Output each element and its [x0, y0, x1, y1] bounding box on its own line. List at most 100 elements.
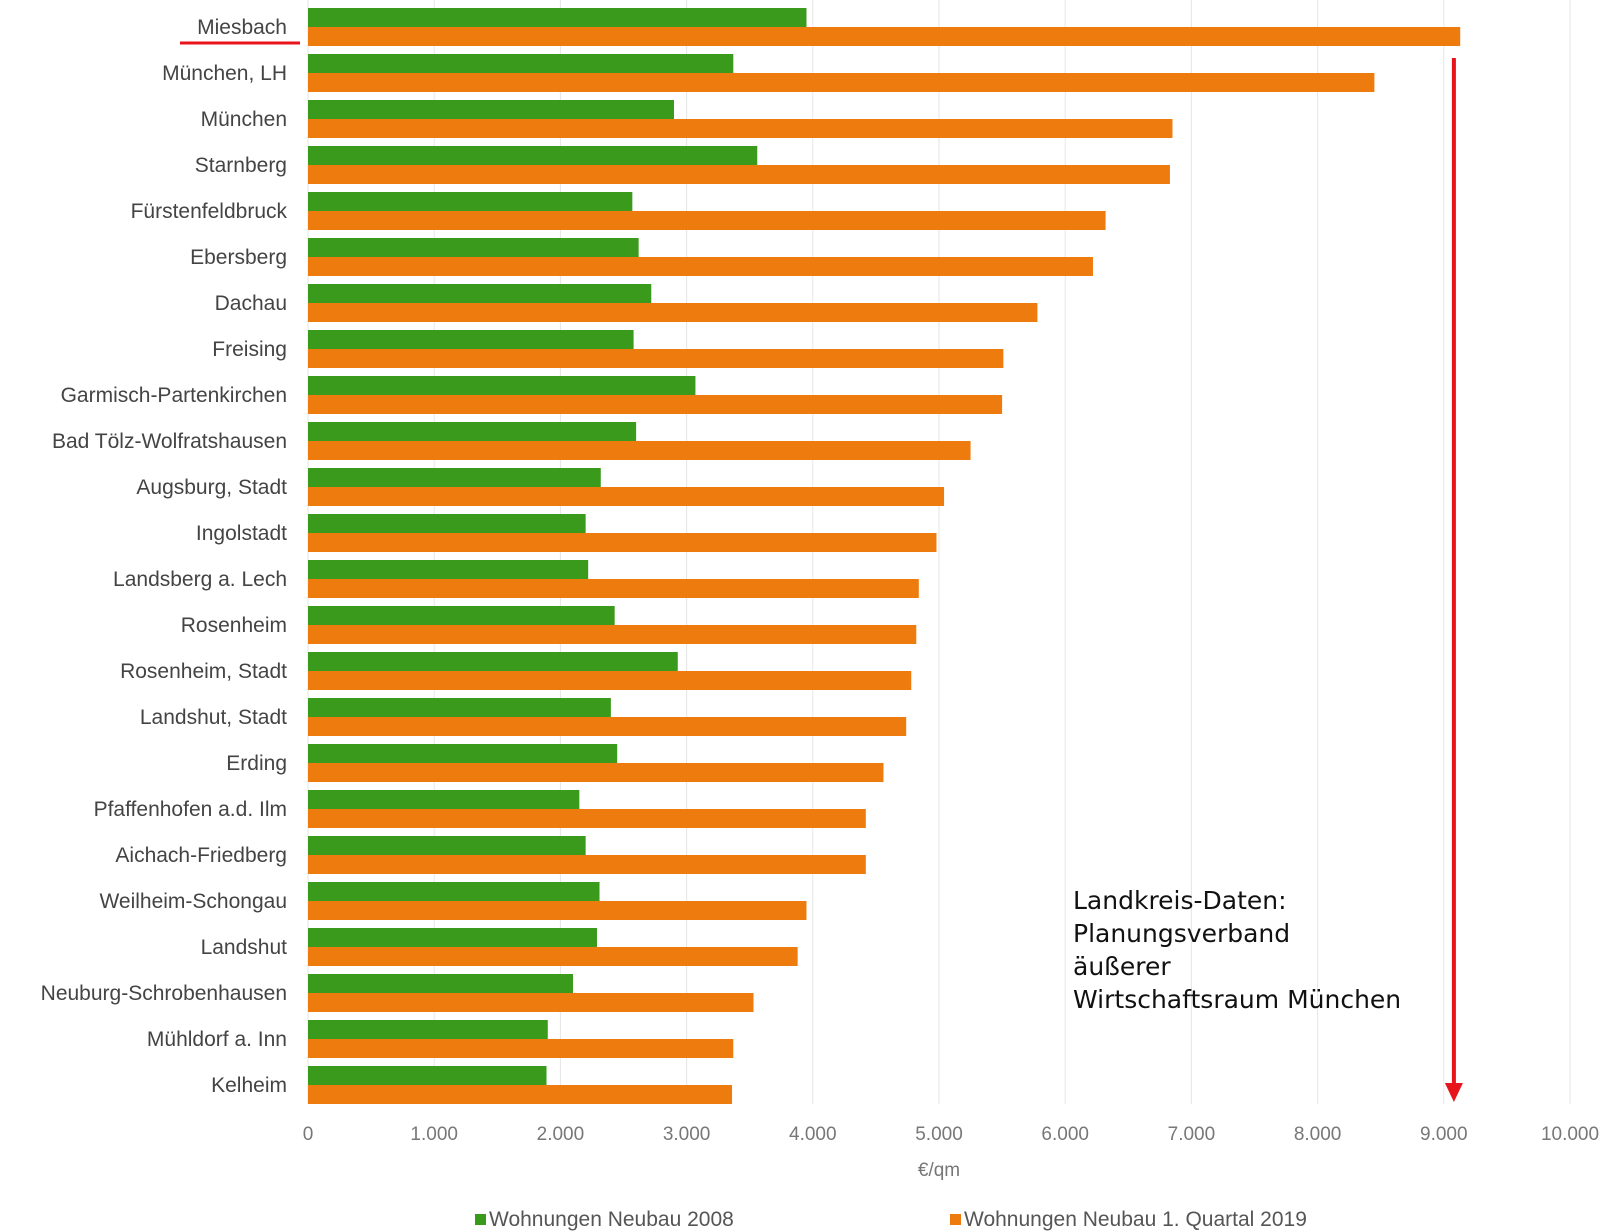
category-label: Augsburg, Stadt	[136, 476, 287, 499]
category-label: Ingolstadt	[196, 522, 287, 545]
annotation-line: Wirtschaftsraum München	[1073, 985, 1401, 1014]
category-label: Garmisch-Partenkirchen	[61, 384, 287, 407]
bar-2019	[308, 73, 1375, 92]
x-tick-label: 7.000	[1168, 1124, 1216, 1145]
bar-2008	[308, 8, 807, 27]
category-label: Pfaffenhofen a.d. Ilm	[94, 798, 287, 821]
bar-2008	[308, 606, 615, 625]
category-label: Fürstenfeldbruck	[131, 200, 288, 223]
x-axis-title: €/qm	[918, 1160, 960, 1181]
bar-2008	[308, 238, 639, 257]
bar-2019	[308, 533, 937, 552]
bar-2019	[308, 395, 1003, 414]
x-tick-label: 9.000	[1420, 1124, 1468, 1145]
bar-2019	[308, 119, 1173, 138]
annotation-arrow	[1444, 58, 1463, 1102]
x-tick-label: 2.000	[537, 1124, 585, 1145]
legend-label: Wohnungen Neubau 2008	[489, 1208, 734, 1231]
legend-label: Wohnungen Neubau 1. Quartal 2019	[964, 1208, 1307, 1231]
bar-2008	[308, 882, 600, 901]
category-label: Freising	[212, 338, 287, 361]
bar-2008	[308, 1020, 548, 1039]
annotation-line: äußerer	[1073, 952, 1171, 981]
category-label: Rosenheim, Stadt	[120, 660, 287, 683]
bar-2008	[308, 192, 633, 211]
bar-2019	[308, 855, 866, 874]
annotation-text: Landkreis-Daten: Planungsverband äußerer Wi…	[1073, 886, 1401, 1014]
bar-2019	[308, 579, 919, 598]
bars	[308, 8, 1461, 1104]
bar-2008	[308, 698, 611, 717]
category-label: Neuburg-Schrobenhausen	[41, 982, 287, 1005]
bar-2008	[308, 468, 601, 487]
legend-swatch	[475, 1214, 486, 1225]
category-label: Ebersberg	[190, 246, 287, 269]
bar-2019	[308, 27, 1461, 46]
bar-2008	[308, 744, 618, 763]
bar-2019	[308, 211, 1106, 230]
category-label: Aichach-Friedberg	[115, 844, 287, 867]
category-label: Landshut, Stadt	[140, 706, 287, 729]
category-label: Starnberg	[195, 154, 287, 177]
x-tick-label: 5.000	[915, 1124, 963, 1145]
bar-2008	[308, 652, 678, 671]
bar-2008	[308, 284, 652, 303]
x-tick-label: 3.000	[663, 1124, 711, 1145]
x-tick-label: 6.000	[1041, 1124, 1089, 1145]
bar-2008	[308, 422, 637, 441]
x-tick-label: 4.000	[789, 1124, 837, 1145]
bar-2008	[308, 376, 696, 395]
category-label: Kelheim	[211, 1074, 287, 1097]
category-label: München, LH	[162, 62, 287, 85]
bar-2019	[308, 487, 945, 506]
bar-2019	[308, 671, 912, 690]
bar-2008	[308, 514, 586, 533]
bar-2019	[308, 1085, 733, 1104]
bar-2019	[308, 947, 798, 966]
bar-2019	[308, 165, 1170, 184]
bar-2019	[308, 349, 1004, 368]
bar-2019	[308, 257, 1093, 276]
bar-2019	[308, 625, 917, 644]
bar-2008	[308, 928, 597, 947]
bar-2019	[308, 809, 866, 828]
category-label: Dachau	[215, 292, 287, 315]
category-label: Bad Tölz-Wolfratshausen	[52, 430, 287, 453]
bar-2008	[308, 100, 674, 119]
annotation-line: Planungsverband	[1073, 919, 1290, 948]
annotation-line: Landkreis-Daten:	[1073, 886, 1287, 915]
bar-2008	[308, 790, 580, 809]
bar-2008	[308, 54, 734, 73]
legend: Wohnungen Neubau 2008 Wohnungen Neubau 1.…	[475, 1208, 1307, 1231]
legend-swatch	[950, 1214, 961, 1225]
x-tick-labels: 0 1.000 2.000 3.000 4.000 5.000 6.000 7.000 8.00…	[303, 1124, 1599, 1145]
bar-2008	[308, 1066, 547, 1085]
bar-2008	[308, 330, 634, 349]
bar-2008	[308, 560, 589, 579]
bar-2019	[308, 441, 971, 460]
category-label: Weilheim-Schongau	[99, 890, 287, 913]
bar-2019	[308, 901, 807, 920]
category-label: Mühldorf a. Inn	[147, 1028, 287, 1051]
category-label: Rosenheim	[181, 614, 287, 637]
x-tick-label: 8.000	[1294, 1124, 1342, 1145]
x-tick-label: 10.000	[1541, 1124, 1599, 1145]
bar-2008	[308, 146, 758, 165]
x-tick-label: 0	[303, 1124, 314, 1145]
arrow-head	[1444, 1083, 1463, 1102]
category-label: Landshut	[201, 936, 288, 959]
category-label: Landsberg a. Lech	[113, 568, 287, 591]
bar-2008	[308, 836, 586, 855]
category-label: München	[201, 108, 287, 131]
bar-2019	[308, 1039, 734, 1058]
bar-2019	[308, 303, 1038, 322]
category-labels: Miesbach München, LH München Starnberg Fürst…	[41, 16, 288, 1097]
bar-2019	[308, 763, 884, 782]
bar-2019	[308, 993, 754, 1012]
category-label: Miesbach	[197, 16, 287, 39]
category-label: Erding	[226, 752, 287, 775]
x-tick-label: 1.000	[410, 1124, 458, 1145]
bar-2019	[308, 717, 907, 736]
bar-2008	[308, 974, 574, 993]
